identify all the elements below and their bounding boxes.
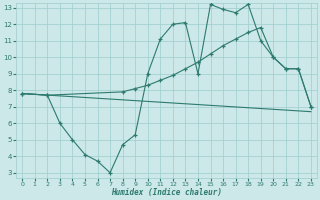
X-axis label: Humidex (Indice chaleur): Humidex (Indice chaleur) xyxy=(111,188,222,197)
